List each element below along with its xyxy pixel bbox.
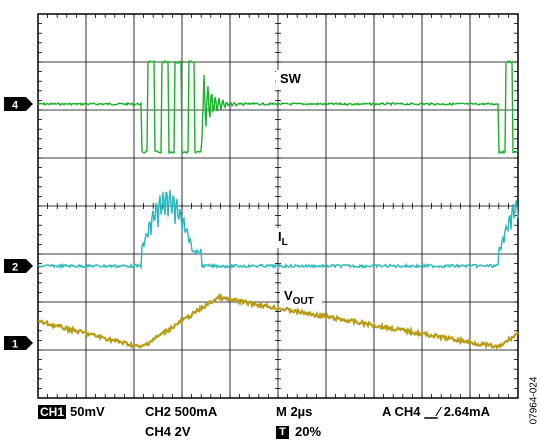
trace-label-subscript: L xyxy=(282,237,288,248)
trigger-position: T 20% xyxy=(276,424,321,439)
trigger-badge: T xyxy=(276,426,289,439)
timebase-readout: M 2µs xyxy=(276,404,313,419)
ch1-badge: CH1 xyxy=(38,405,67,419)
channel-1-marker-label: 1 xyxy=(12,339,18,351)
trigger-readout: A CH4 ⎽∕ 2.64mA xyxy=(382,404,490,420)
trigger-percent: 20% xyxy=(295,424,322,439)
trace-label-subscript: OUT xyxy=(293,296,314,307)
trace-label-4: SW xyxy=(280,71,302,86)
ch1-readout: CH1 50mV xyxy=(38,404,105,419)
trace-label-2: IL xyxy=(278,229,288,248)
channel-4-marker-label: 4 xyxy=(12,100,19,112)
il-trace xyxy=(37,189,519,271)
channel-markers: 4 2 1 xyxy=(4,97,33,351)
trigger-level: 2.64mA xyxy=(443,404,490,419)
rising-edge-icon: ⎽∕ xyxy=(424,404,440,419)
ch4-readout: CH4 2V xyxy=(145,424,191,439)
trace-label-bg xyxy=(274,228,300,248)
trace-label-bg xyxy=(276,70,300,90)
ch2-readout: CH2 500mA xyxy=(145,404,218,419)
traces xyxy=(37,59,519,351)
trace-label-bg xyxy=(280,287,322,307)
figure-id: 07964-024 xyxy=(528,376,540,425)
trigger-source: A CH4 xyxy=(382,404,421,419)
channel-2-marker xyxy=(4,259,33,273)
sw-trace xyxy=(37,59,519,155)
channel-2-marker-label: 2 xyxy=(12,262,18,274)
vout-trace xyxy=(37,292,519,351)
ch1-scale: 50mV xyxy=(70,404,105,419)
channel-1-marker xyxy=(4,336,33,350)
channel-4-marker xyxy=(4,97,33,111)
